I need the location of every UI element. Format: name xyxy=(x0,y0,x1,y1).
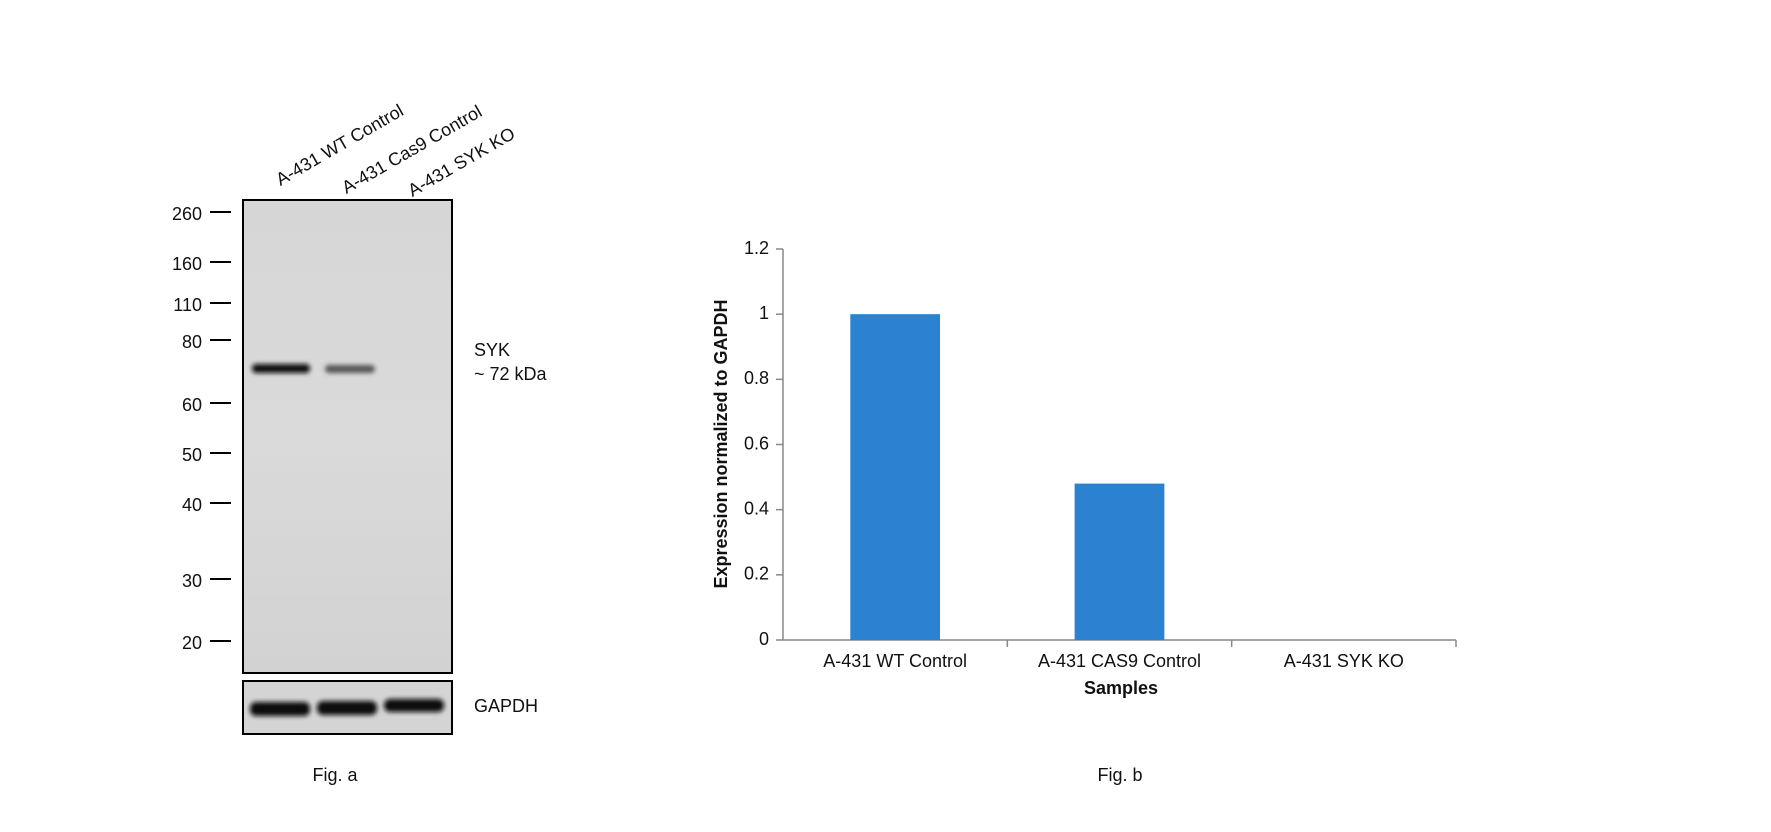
bar xyxy=(1074,483,1165,640)
marker-label: 260 xyxy=(172,204,202,224)
marker-label: 110 xyxy=(173,295,202,315)
marker-label: 80 xyxy=(182,332,202,352)
y-axis-label: Expression normalized to GAPDH xyxy=(711,299,731,588)
marker-label: 60 xyxy=(182,395,202,415)
loading-control: GAPDH xyxy=(474,696,538,716)
y-tick-label: 0.2 xyxy=(744,564,769,584)
y-tick-label: 0.8 xyxy=(744,368,769,388)
caption: Fig. b xyxy=(1097,765,1142,785)
marker-label: 40 xyxy=(182,495,202,515)
syk-band xyxy=(252,364,310,373)
y-tick-label: 0.6 xyxy=(744,433,769,453)
marker-label: 20 xyxy=(182,633,202,653)
x-axis-label: Samples xyxy=(1084,678,1158,698)
marker-label: 160 xyxy=(172,254,202,274)
y-tick-label: 1 xyxy=(759,303,769,323)
marker-label: 50 xyxy=(182,445,202,465)
y-tick-label: 0 xyxy=(759,629,769,649)
gapdh-band xyxy=(384,699,444,712)
gapdh-band xyxy=(250,702,310,716)
blot-membrane xyxy=(242,199,453,674)
x-tick-label: A-431 SYK KO xyxy=(1284,651,1404,671)
bar xyxy=(850,314,941,640)
band-name: SYK xyxy=(474,340,510,360)
y-tick-label: 1.2 xyxy=(744,238,769,258)
marker-label: 30 xyxy=(182,571,202,591)
gapdh-band xyxy=(317,701,377,715)
x-tick-label: A-431 WT Control xyxy=(823,651,967,671)
y-tick-label: 0.4 xyxy=(744,498,769,518)
lane-label: A-431 WT Control xyxy=(272,100,406,189)
x-tick-label: A-431 CAS9 Control xyxy=(1038,651,1201,671)
band-size: ~ 72 kDa xyxy=(474,364,548,384)
bands xyxy=(250,364,444,716)
caption: Fig. a xyxy=(312,765,358,785)
syk-band xyxy=(325,365,375,373)
